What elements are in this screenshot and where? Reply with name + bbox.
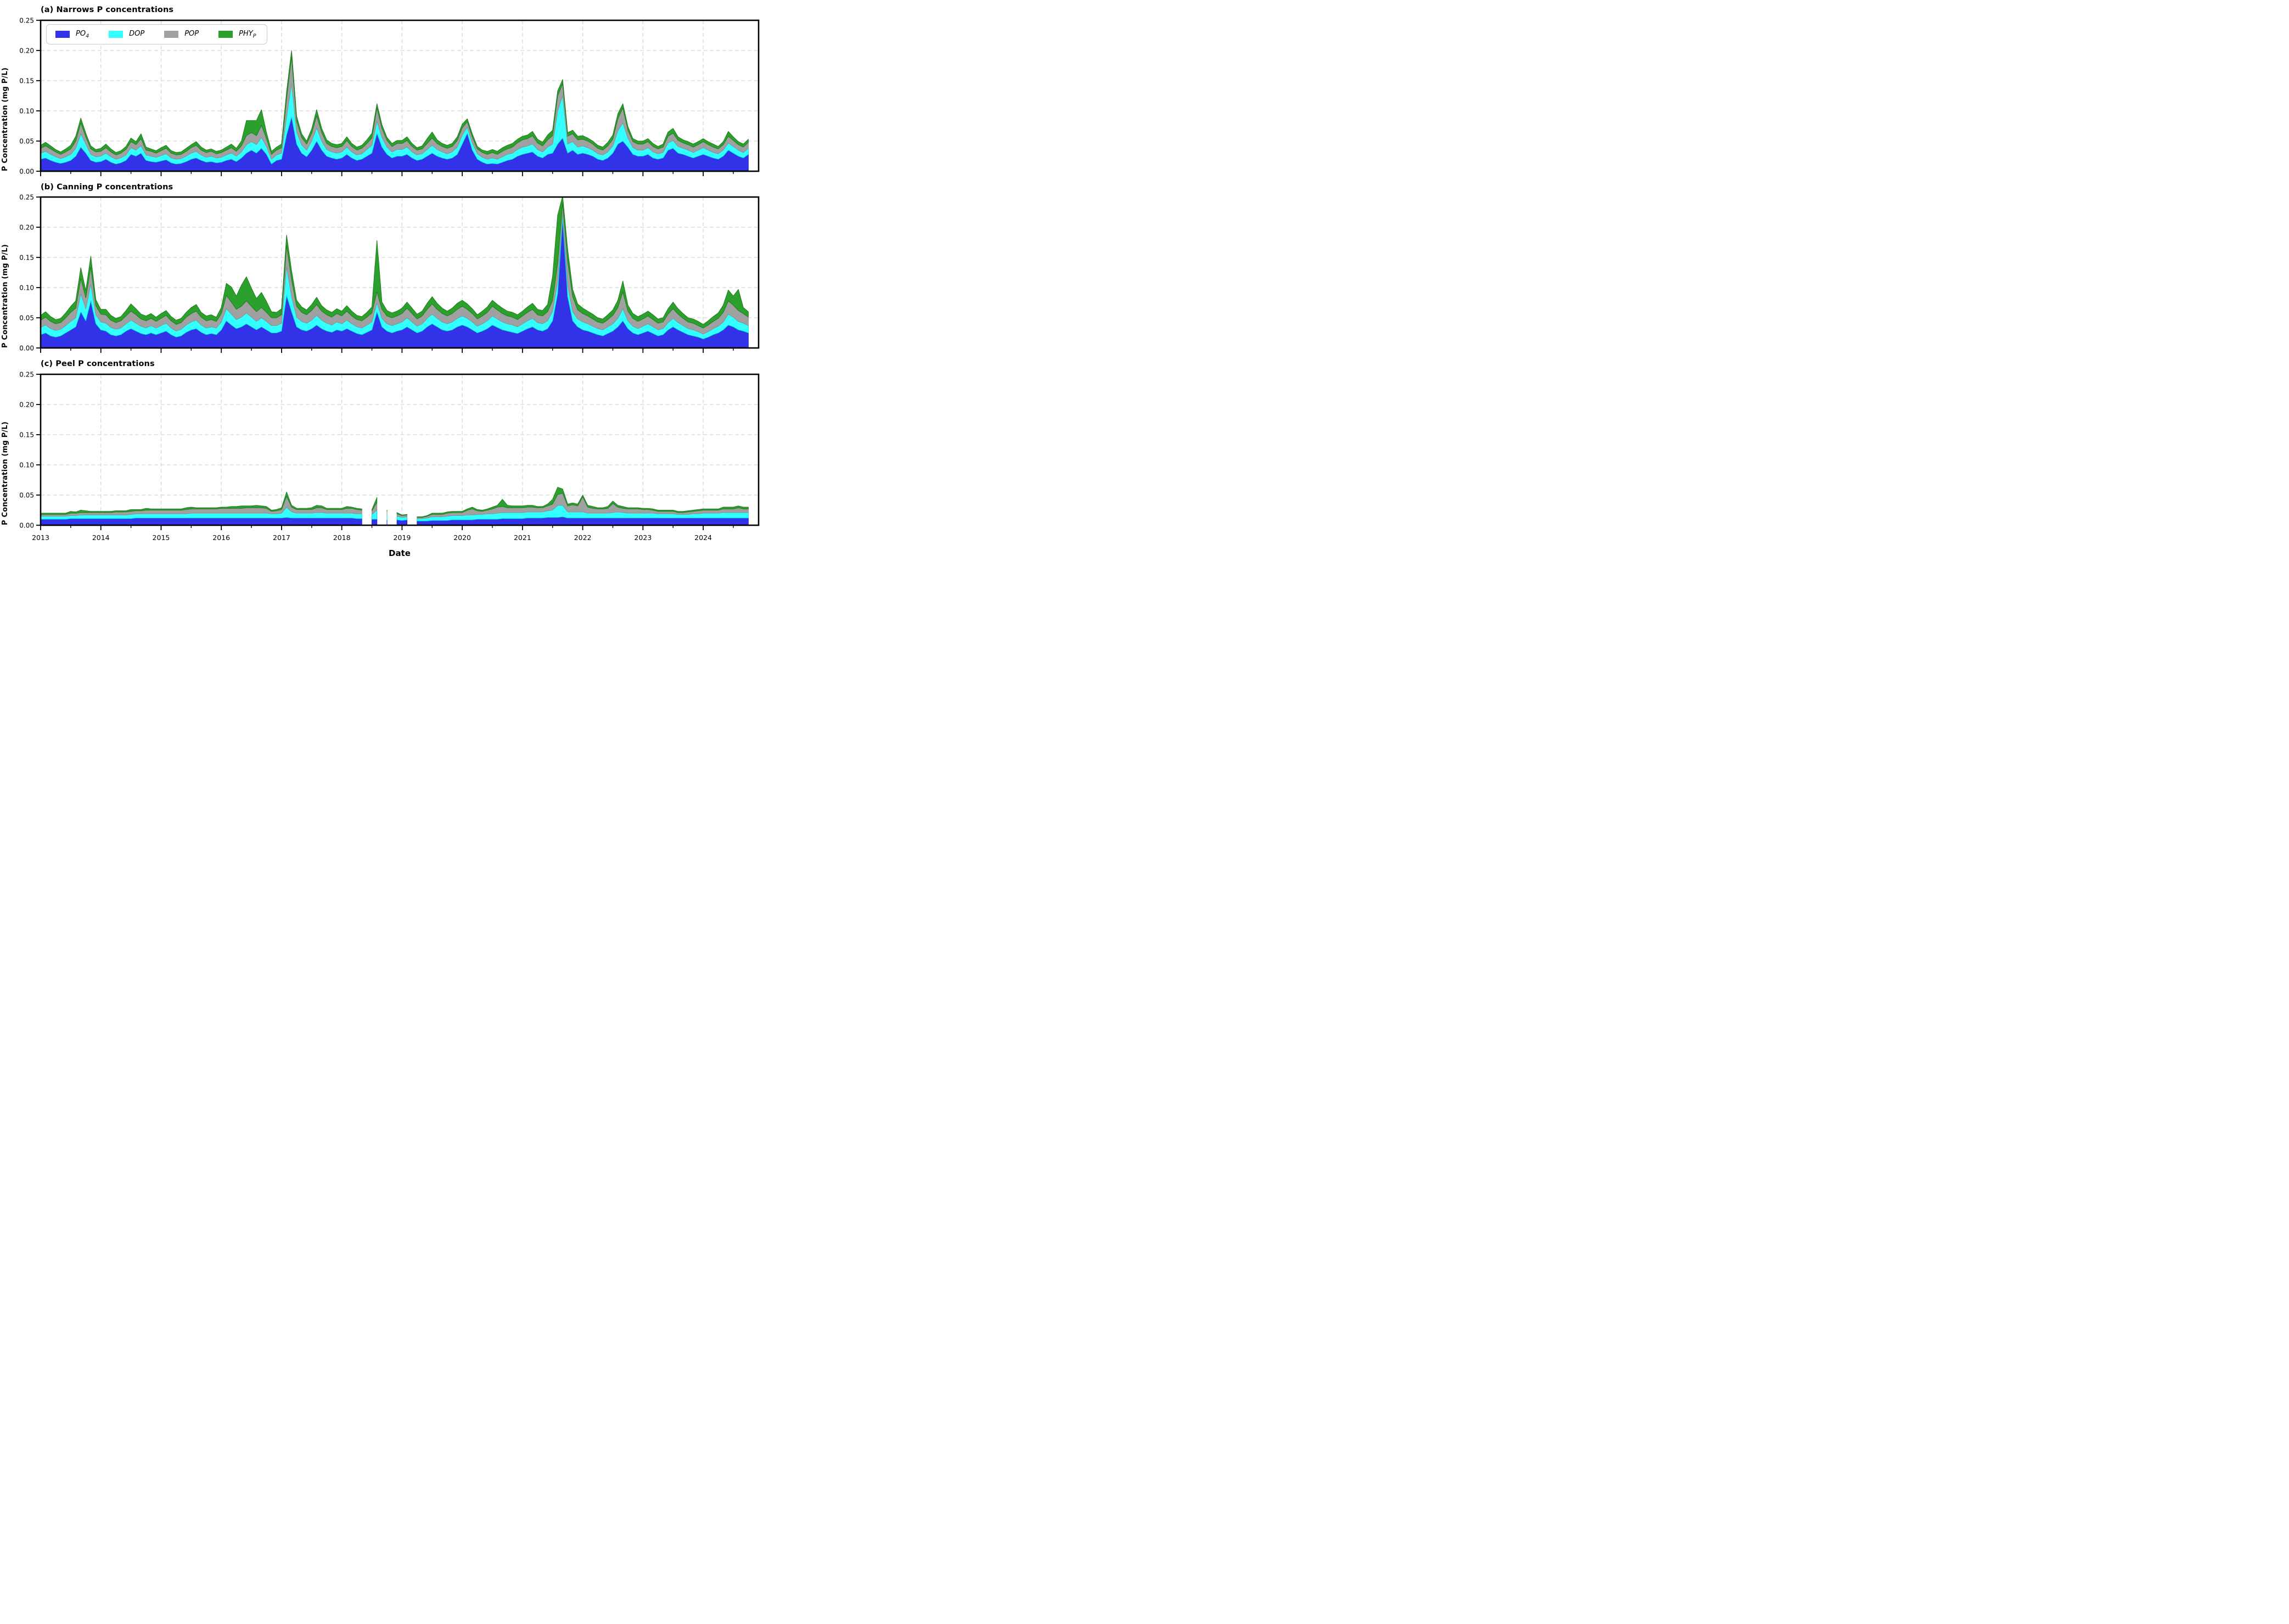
- legend-item-phyp: PHYP: [218, 29, 256, 40]
- svg-text:0.20: 0.20: [19, 223, 34, 231]
- legend-label-phyp: PHYP: [239, 29, 256, 40]
- svg-text:2013: 2013: [32, 533, 49, 542]
- svg-text:0.00: 0.00: [19, 167, 34, 175]
- panel-b-y-axis-label: P Concentration (mg P/L): [1, 244, 9, 348]
- x-axis-label: Date: [389, 548, 411, 558]
- svg-text:0.20: 0.20: [19, 47, 34, 54]
- po4-swatch: [55, 30, 70, 38]
- legend-label-pop: POP: [184, 29, 199, 38]
- svg-text:0.20: 0.20: [19, 401, 34, 408]
- panel-c-plot-wrap: P Concentration (mg P/L) 0.00 0.05 0.10 0.1…: [0, 372, 763, 546]
- svg-text:0.10: 0.10: [19, 107, 34, 115]
- phyp-swatch: [218, 30, 233, 38]
- panel-b-plot-wrap: P Concentration (mg P/L) 0.00 0.05 0.10 0.1…: [0, 194, 763, 356]
- legend: PO4 DOP POP PHYP: [46, 24, 268, 45]
- svg-text:2019: 2019: [393, 533, 411, 542]
- panel-b-title: (b) Canning P concentrations: [41, 182, 173, 192]
- svg-text:0.25: 0.25: [19, 194, 34, 201]
- svg-text:0.05: 0.05: [19, 137, 34, 145]
- svg-text:0.10: 0.10: [19, 461, 34, 469]
- legend-label-po4: PO4: [76, 29, 89, 40]
- svg-text:0.25: 0.25: [19, 372, 34, 378]
- svg-text:0.00: 0.00: [19, 344, 34, 352]
- svg-text:2020: 2020: [453, 533, 471, 542]
- svg-text:2022: 2022: [574, 533, 592, 542]
- svg-text:0.00: 0.00: [19, 521, 34, 529]
- panel-b-chart: 0.00 0.05 0.10 0.15 0.20 0.25: [19, 194, 760, 353]
- panel-c-title: (c) Peel P concentrations: [41, 359, 155, 368]
- svg-text:2016: 2016: [212, 533, 230, 542]
- svg-text:0.05: 0.05: [19, 314, 34, 322]
- svg-text:2014: 2014: [92, 533, 110, 542]
- svg-text:0.10: 0.10: [19, 284, 34, 291]
- svg-text:2015: 2015: [153, 533, 170, 542]
- panel-a: (a) Narrows P concentrations P Concentra…: [0, 2, 763, 179]
- panel-a-plot-wrap: P Concentration (mg P/L) PO4 DOP POP PHY…: [0, 18, 763, 179]
- svg-text:0.05: 0.05: [19, 491, 34, 499]
- svg-text:2021: 2021: [514, 533, 531, 542]
- panel-b: (b) Canning P concentrations P Concentra…: [0, 179, 763, 357]
- svg-text:0.15: 0.15: [19, 431, 34, 439]
- panel-c: (c) Peel P concentrations P Concentratio…: [0, 356, 763, 546]
- svg-text:0.15: 0.15: [19, 254, 34, 261]
- panel-c-chart: 0.00 0.05 0.10 0.15 0.20 0.25 2013 2014 2015 2016…: [19, 372, 760, 542]
- dop-swatch: [109, 30, 124, 38]
- legend-item-po4: PO4: [55, 29, 89, 40]
- svg-text:0.25: 0.25: [19, 18, 34, 24]
- svg-text:2024: 2024: [694, 533, 712, 542]
- svg-text:0.15: 0.15: [19, 77, 34, 85]
- legend-item-pop: POP: [164, 30, 199, 40]
- legend-item-dop: DOP: [109, 30, 144, 40]
- svg-text:2023: 2023: [634, 533, 652, 542]
- svg-text:2017: 2017: [273, 533, 290, 542]
- figure: (a) Narrows P concentrations P Concentra…: [0, 0, 763, 564]
- svg-text:2018: 2018: [333, 533, 351, 542]
- panel-a-y-axis-label: P Concentration (mg P/L): [1, 67, 9, 171]
- legend-label-dop: DOP: [129, 29, 145, 38]
- pop-swatch: [164, 30, 179, 38]
- panel-c-y-axis-label: P Concentration (mg P/L): [1, 421, 9, 525]
- panel-a-chart: 0.00 0.05 0.10 0.15 0.20 0.25: [19, 18, 760, 176]
- panel-a-title: (a) Narrows P concentrations: [41, 5, 174, 14]
